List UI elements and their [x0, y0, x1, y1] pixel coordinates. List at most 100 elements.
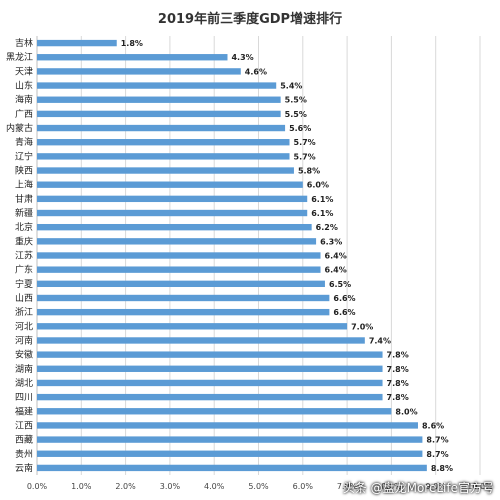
bar [37, 39, 117, 47]
data-label: 5.5% [285, 96, 307, 105]
x-tick-label: 9.0% [426, 482, 447, 491]
bar [37, 139, 290, 146]
data-label: 4.6% [245, 67, 267, 76]
data-label: 5.8% [298, 167, 320, 176]
bar [37, 450, 423, 457]
category-label: 广西 [15, 108, 33, 120]
data-label: 5.5% [285, 110, 307, 119]
bar [37, 464, 427, 472]
data-label: 6.2% [316, 223, 338, 232]
data-label: 8.8% [431, 464, 453, 473]
category-label: 宁夏 [15, 278, 33, 290]
data-label: 7.8% [387, 393, 409, 402]
category-label: 北京 [15, 221, 33, 233]
category-label: 河北 [15, 320, 33, 332]
bar [37, 294, 330, 302]
bar [37, 110, 281, 118]
data-label: 7.8% [387, 379, 409, 388]
bar [37, 422, 418, 429]
category-label: 山西 [15, 293, 33, 304]
data-label: 5.6% [289, 124, 311, 133]
data-label: 6.1% [311, 195, 333, 204]
data-label: 6.6% [333, 294, 355, 303]
bar [37, 181, 303, 188]
category-label: 吉林 [15, 37, 33, 49]
data-label: 6.4% [325, 266, 347, 275]
category-label: 黑龙江 [6, 51, 33, 63]
bar [37, 167, 294, 174]
x-tick-label: 5.0% [248, 482, 269, 491]
category-label: 青海 [15, 136, 33, 148]
x-tick-label: 7.0% [337, 482, 358, 491]
x-tick-label: 3.0% [160, 482, 181, 491]
x-tick-label: 4.0% [204, 482, 225, 491]
category-label: 云南 [15, 462, 33, 474]
data-label: 7.8% [387, 365, 409, 374]
bar [37, 153, 290, 160]
bar [37, 379, 383, 387]
data-label: 6.6% [333, 308, 355, 317]
x-tick-label: 2.0% [115, 482, 136, 491]
data-label: 6.1% [311, 209, 333, 218]
bar [37, 393, 383, 401]
bar [37, 238, 317, 245]
data-label: 4.3% [231, 53, 253, 62]
category-label: 安徽 [15, 349, 33, 361]
category-label: 福建 [15, 405, 33, 417]
x-tick-label: 10.0% [467, 482, 493, 491]
category-label: 内蒙古 [6, 122, 33, 134]
data-label: 7.4% [369, 336, 391, 345]
bar [37, 323, 348, 330]
category-label: 甘肃 [15, 193, 33, 205]
bar [37, 308, 330, 316]
data-label: 7.0% [351, 322, 373, 331]
data-label: 8.0% [395, 407, 417, 416]
category-label: 上海 [15, 179, 33, 191]
data-label: 8.6% [422, 421, 444, 430]
bar [37, 337, 365, 344]
bar [37, 209, 308, 217]
data-label: 8.7% [426, 436, 448, 445]
data-label: 7.8% [387, 351, 409, 360]
category-label: 湖北 [15, 378, 33, 389]
bar [37, 96, 281, 103]
x-tick-label: 6.0% [293, 482, 314, 491]
bar [37, 252, 321, 259]
category-label: 西藏 [15, 434, 33, 446]
bar [37, 365, 383, 372]
bar [37, 124, 286, 132]
watermark-text: 头条 @盘龙MoreLife官方号 [342, 481, 494, 495]
data-label: 5.7% [294, 152, 316, 161]
data-label: 6.0% [307, 181, 329, 190]
bar [37, 280, 325, 288]
bar [37, 351, 383, 358]
category-label: 辽宁 [15, 150, 33, 162]
x-tick-label: 8.0% [381, 482, 402, 491]
data-label: 5.4% [280, 82, 302, 91]
category-label: 河南 [15, 334, 33, 346]
bar [37, 82, 277, 89]
bar [37, 195, 308, 203]
category-label: 江苏 [15, 250, 33, 262]
category-label: 山东 [15, 80, 33, 92]
category-label: 新疆 [15, 207, 33, 219]
bar [37, 408, 392, 415]
data-label: 6.3% [320, 237, 342, 246]
category-label: 陕西 [15, 165, 33, 177]
data-label: 1.8% [121, 39, 143, 48]
category-label: 重庆 [15, 235, 33, 247]
x-tick-label: 1.0% [71, 482, 92, 491]
x-tick-label: 0.0% [27, 482, 48, 491]
category-label: 浙江 [15, 306, 33, 318]
data-label: 6.4% [325, 252, 347, 261]
bar [37, 436, 423, 443]
data-label: 8.7% [426, 450, 448, 459]
category-label: 湖南 [15, 363, 33, 375]
category-label: 四川 [15, 393, 33, 403]
category-label: 广东 [15, 264, 33, 276]
category-label: 江西 [15, 420, 33, 431]
bar [37, 68, 241, 75]
data-label: 5.7% [294, 138, 316, 147]
